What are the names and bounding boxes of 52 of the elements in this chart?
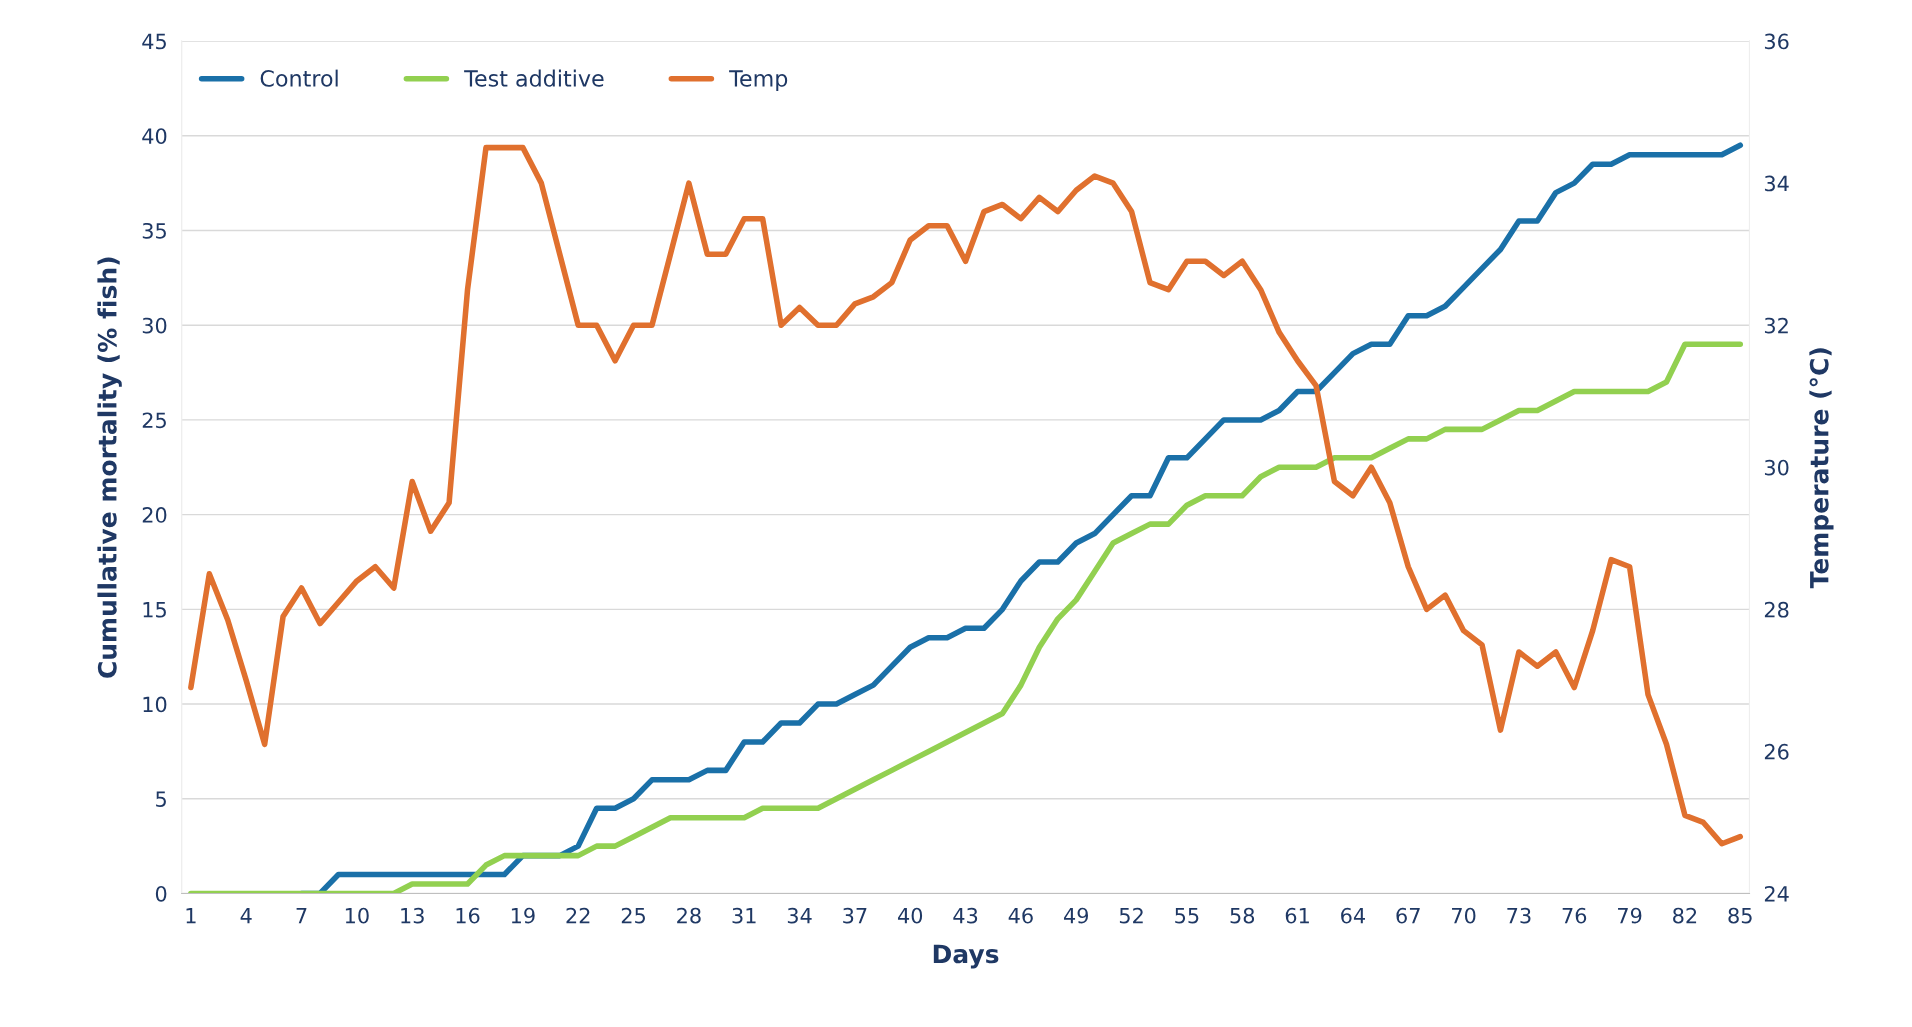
- x-tick-label: 4: [240, 908, 252, 924]
- y-tick-label: 0: [155, 885, 167, 902]
- x-tick-label: 76: [1562, 907, 1587, 924]
- x-tick-label: 79: [1618, 907, 1642, 924]
- x-tick-label: 73: [1507, 907, 1531, 924]
- x-tick-label: 49: [1063, 907, 1089, 924]
- y2-tick-label: 36: [1764, 33, 1789, 50]
- y-tick-label: 35: [142, 222, 166, 239]
- x-tick-label: 67: [1396, 907, 1420, 924]
- x-tick-label: 31: [732, 907, 756, 924]
- y-tick-label: 30: [142, 317, 167, 334]
- y2-tick-label: 32: [1764, 317, 1788, 334]
- x-tick-label: 1: [186, 908, 196, 924]
- x-tick-label: 22: [566, 907, 590, 924]
- x-tick-label: 58: [1230, 907, 1255, 924]
- y2-tick-label: 34: [1764, 175, 1789, 192]
- y-tick-label: 5: [156, 791, 166, 807]
- x-tick-label: 61: [1285, 907, 1309, 924]
- x-tick-label: 52: [1119, 907, 1143, 924]
- x-tick-label: 64: [1341, 907, 1365, 924]
- x-axis-title: Days: [933, 944, 999, 969]
- x-tick-label: 34: [787, 907, 812, 924]
- x-tick-label: 43: [953, 907, 978, 924]
- y-axis-title: Cumullative mortality (% fish): [97, 257, 122, 678]
- y2-tick-label: 26: [1764, 743, 1789, 760]
- legend-label: Test additive: [464, 69, 604, 87]
- x-tick-label: 16: [456, 907, 480, 924]
- y-tick-label: 45: [142, 33, 166, 50]
- x-tick-label: 7: [296, 908, 307, 924]
- x-tick-label: 37: [843, 907, 867, 924]
- x-tick-label: 25: [621, 907, 645, 924]
- y-tick-label: 25: [142, 412, 166, 429]
- legend-label: Temp: [729, 70, 788, 92]
- x-tick-label: 28: [677, 907, 701, 924]
- x-tick-label: 46: [1008, 907, 1033, 924]
- y2-tick-label: 28: [1764, 601, 1789, 618]
- x-tick-label: 19: [511, 907, 535, 924]
- y2-tick-label: 30: [1764, 459, 1789, 476]
- x-tick-label: 82: [1673, 907, 1697, 924]
- x-tick-label: 85: [1728, 907, 1752, 924]
- y-tick-label: 10: [143, 696, 167, 713]
- y-tick-label: 15: [143, 602, 166, 618]
- y-tick-label: 20: [142, 507, 167, 523]
- x-tick-label: 70: [1452, 907, 1476, 924]
- y2-axis-title: Temperature (°C): [1809, 348, 1834, 589]
- x-tick-label: 10: [345, 907, 369, 924]
- x-tick-label: 40: [897, 907, 923, 924]
- y-tick-label: 40: [142, 128, 167, 144]
- y2-tick-label: 24: [1764, 885, 1789, 902]
- legend-label: Control: [260, 69, 338, 87]
- x-tick-label: 13: [401, 907, 424, 924]
- x-tick-label: 55: [1175, 908, 1199, 924]
